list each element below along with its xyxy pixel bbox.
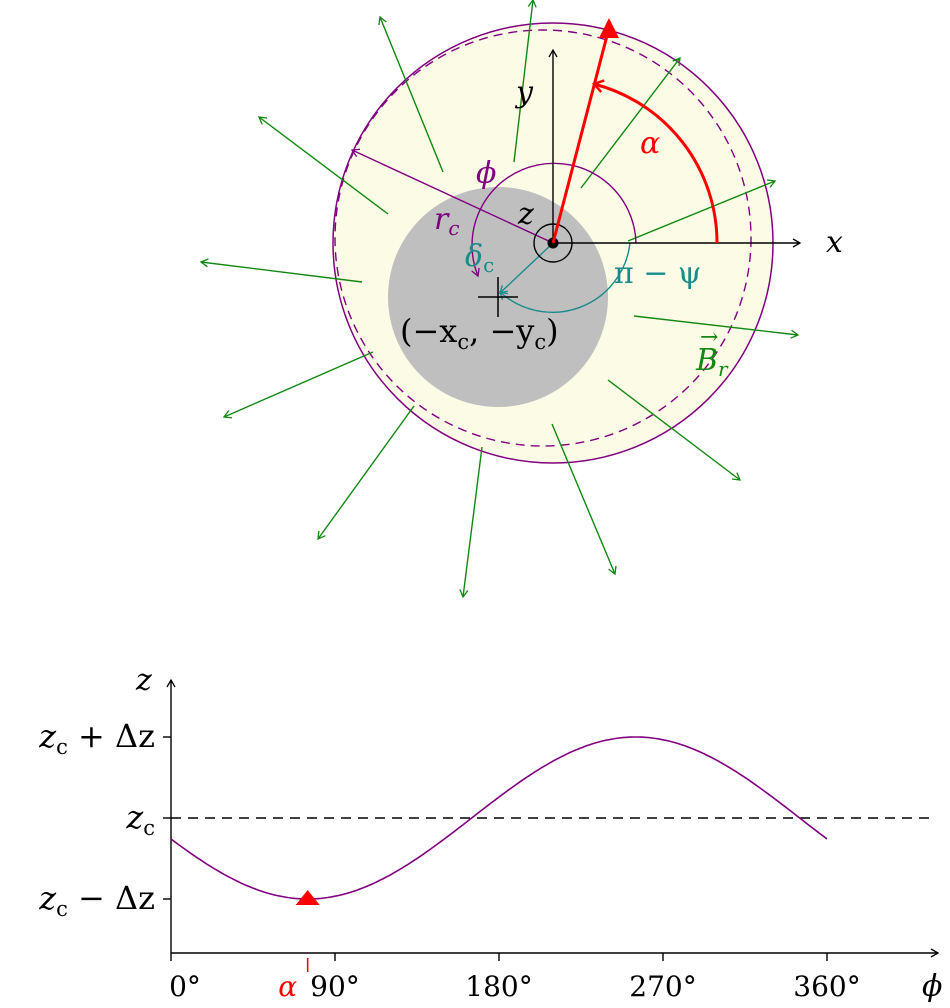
field-arrow <box>378 15 444 173</box>
field-arrow <box>199 258 363 283</box>
phi-angle-arc <box>471 162 637 278</box>
field-arrow <box>580 56 681 189</box>
rc-label: rc <box>434 202 460 240</box>
delta-vector <box>499 242 554 294</box>
chart-z-axis-label: z <box>135 663 152 698</box>
x-axis-label: x <box>826 225 843 260</box>
rc-radius-line <box>350 148 554 244</box>
reference-dashed-circle <box>334 29 752 447</box>
pi-minus-psi-arc <box>499 242 631 313</box>
x-tick-label: 270° <box>629 970 696 1003</box>
delta-label: δc <box>465 239 494 277</box>
y-tick-label-mid: zc <box>125 798 155 840</box>
z-axis-label: z <box>517 197 534 232</box>
field-arrow <box>222 351 374 419</box>
alpha-axis-label: α <box>278 970 297 1003</box>
alpha-vector-head-icon <box>599 18 619 38</box>
b-field-label: → Br <box>695 325 729 381</box>
field-arrow <box>627 179 777 242</box>
y-tick-label-top: zc + Δz <box>38 717 155 759</box>
x-tick-label: 360° <box>793 970 860 1003</box>
alpha-angle-arc <box>594 84 719 244</box>
field-arrow <box>513 0 537 163</box>
field-arrow <box>459 446 483 599</box>
field-arrow <box>633 315 800 339</box>
x-tick-label: 0° <box>169 970 201 1003</box>
field-arrow <box>607 379 742 481</box>
field-arrow <box>317 405 415 541</box>
alpha-marker-icon <box>295 890 320 905</box>
phi-label: ϕ <box>476 156 496 191</box>
z-axis-circle <box>533 223 573 263</box>
x-tick-label: 90° <box>310 970 360 1003</box>
field-arrows <box>199 0 800 599</box>
y-tick-label-bottom: zc − Δz <box>38 879 155 921</box>
field-arrow <box>551 423 617 576</box>
b-vector-arrow-icon: → <box>700 325 718 350</box>
alpha-vector <box>551 27 611 244</box>
pi-minus-psi-label: π − ψ <box>614 256 701 291</box>
x-tick-label: 180° <box>465 970 532 1003</box>
alpha-label: α <box>640 126 660 161</box>
field-arrow <box>257 116 389 215</box>
z-of-phi-curve <box>170 736 828 900</box>
svg-text:Br: Br <box>695 343 729 381</box>
cross-section-diagram: x y z α ϕ rc δc π − ψ (−xc, −yc) → Br <box>199 0 843 599</box>
chart-phi-axis-label: ϕ <box>922 969 942 1004</box>
center-coordinate-label: (−xc, −yc) <box>400 312 559 354</box>
z-vs-phi-chart: zc + Δz zc zc − Δz z ϕ 0° 90° 180° 270° 360°… <box>38 663 942 1004</box>
y-axis-label: y <box>514 75 534 110</box>
x-tick-group: 0° 90° 180° 270° 360° <box>169 953 861 1003</box>
